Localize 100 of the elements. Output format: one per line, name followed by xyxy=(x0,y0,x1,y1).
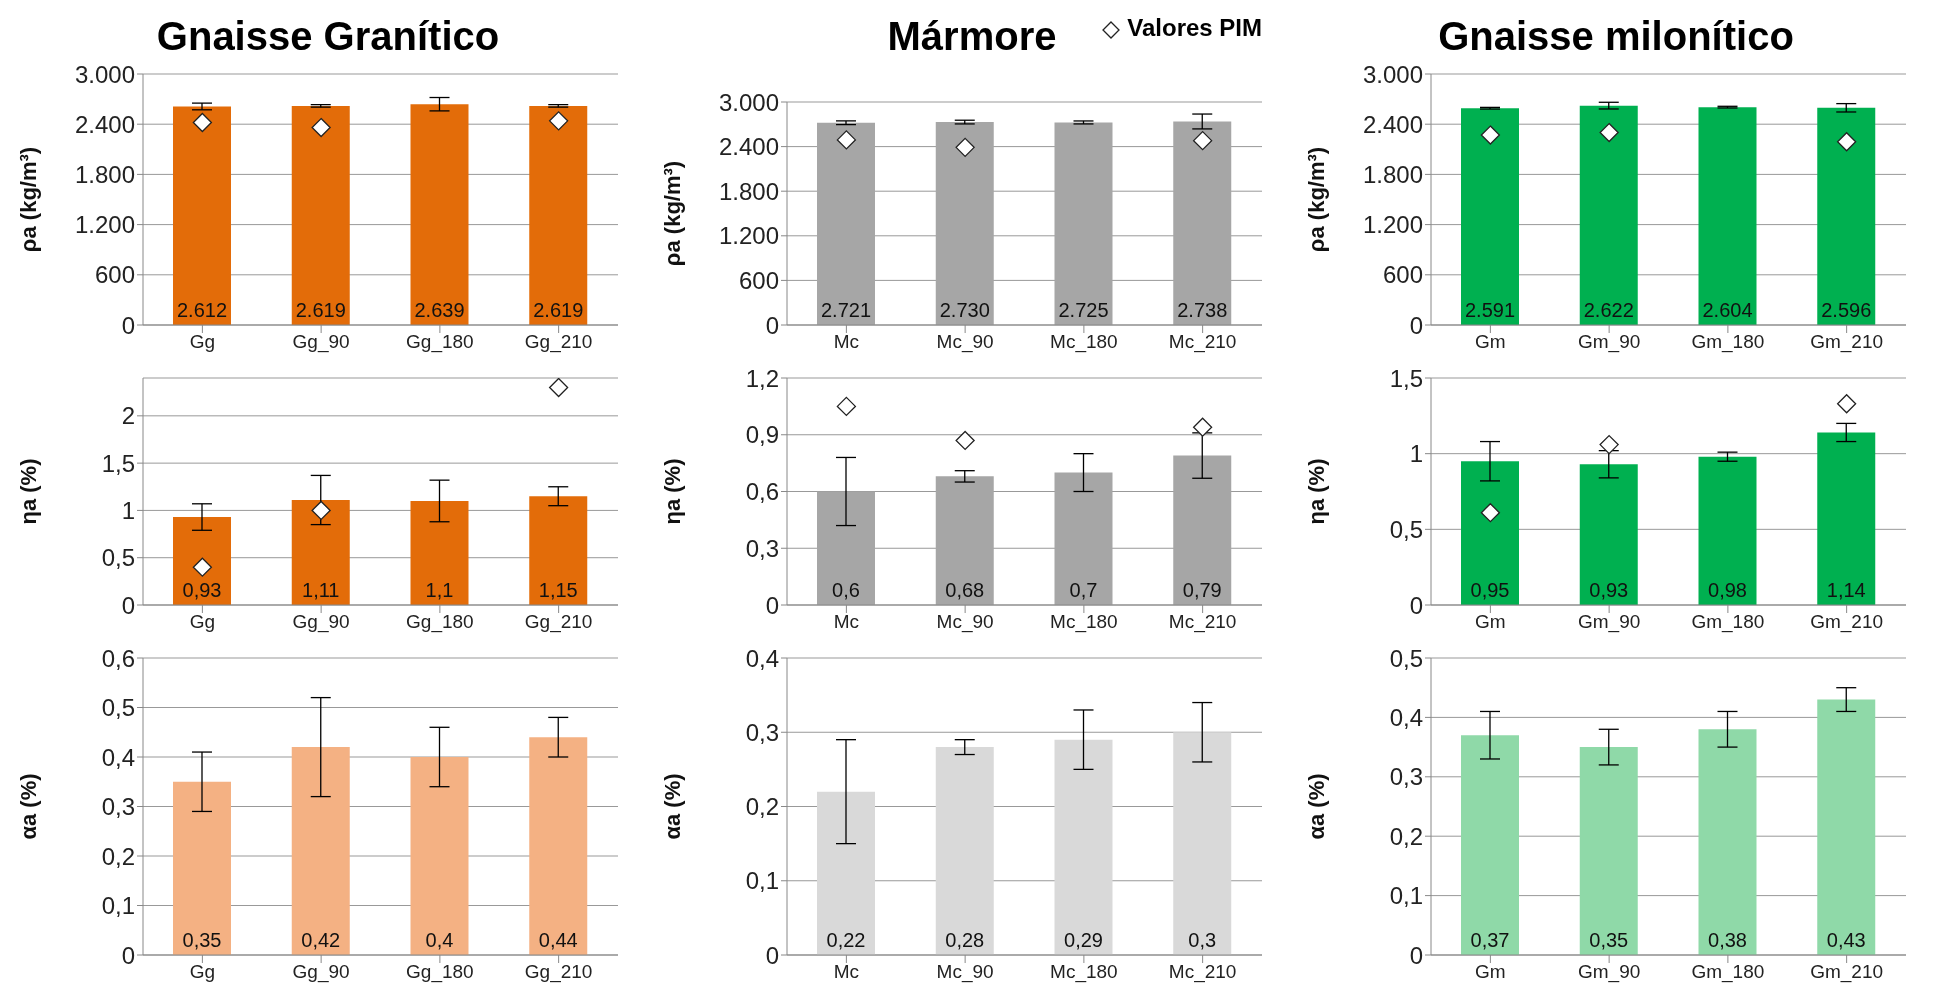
data-label: 0,7 xyxy=(1069,579,1098,601)
bar xyxy=(935,476,994,605)
bar xyxy=(410,757,469,955)
x-tick-label: Mc_180 xyxy=(1050,611,1118,634)
bar xyxy=(529,737,588,955)
y-tick-label: 600 xyxy=(1382,261,1423,289)
x-tick-label: Gm_90 xyxy=(1577,611,1641,634)
y-tick-label: 2.400 xyxy=(718,133,779,161)
y-tick-label: 0,3 xyxy=(1389,763,1423,791)
y-axis-title: αa (%) xyxy=(659,773,685,840)
y-tick-label: 2.400 xyxy=(1362,110,1423,138)
x-tick-label: Gg_210 xyxy=(524,331,593,354)
y-tick-label: 0,3 xyxy=(745,534,779,562)
bar xyxy=(1173,455,1232,605)
y-tick-label: 0,1 xyxy=(101,892,135,920)
y-tick-label: 3.000 xyxy=(74,60,135,88)
y-tick-label: 0,6 xyxy=(745,478,779,506)
y-tick-label: 0 xyxy=(1409,311,1423,339)
x-tick-label: Mc_180 xyxy=(1050,961,1118,984)
data-label: 0,35 xyxy=(182,929,222,951)
y-tick-label: 0 xyxy=(1409,941,1423,969)
x-tick-label: Gg_90 xyxy=(292,611,350,634)
x-tick-label: Gg_180 xyxy=(406,611,474,634)
data-label: 0,44 xyxy=(538,929,578,951)
data-label: 0,28 xyxy=(945,929,985,951)
chart-title: Gnaisse milonítico xyxy=(1438,14,1794,58)
point xyxy=(1480,503,1501,523)
data-label: 1,11 xyxy=(302,579,340,601)
x-tick-label: Mc_90 xyxy=(936,611,994,634)
y-tick-label: 1.800 xyxy=(718,177,779,205)
bar xyxy=(1579,464,1638,605)
point xyxy=(311,500,331,521)
data-label: 2.725 xyxy=(1058,299,1109,321)
x-tick-label: Gm xyxy=(1475,961,1506,983)
bar xyxy=(1461,461,1519,605)
data-label: 2.721 xyxy=(820,299,872,321)
data-label: 0,43 xyxy=(1826,929,1866,951)
data-label: 0,42 xyxy=(301,929,341,951)
bar xyxy=(410,500,469,605)
bar xyxy=(1054,472,1113,605)
x-tick-label: Gg_90 xyxy=(292,331,350,354)
data-label: 0,93 xyxy=(1589,579,1629,601)
data-label: 0,35 xyxy=(1589,929,1629,951)
bar xyxy=(935,747,994,955)
y-tick-label: 0 xyxy=(765,311,779,339)
bar xyxy=(1173,732,1232,955)
data-label: 1,15 xyxy=(538,579,578,601)
x-tick-label: Mc_90 xyxy=(936,961,994,984)
chart-title: Gnaisse Granítico xyxy=(156,14,500,58)
bar xyxy=(291,747,350,955)
y-tick-label: 0 xyxy=(121,311,135,339)
x-tick-label: Gm xyxy=(1475,331,1506,353)
data-label: 0,22 xyxy=(826,929,866,951)
y-tick-label: 0,2 xyxy=(101,842,135,870)
y-tick-label: 0 xyxy=(121,591,135,619)
x-tick-label: Gm_210 xyxy=(1810,331,1884,354)
y-axis-title: ρa (kg/m³) xyxy=(15,146,41,253)
x-tick-label: Gg_90 xyxy=(292,961,350,984)
y-axis-title: ρa (kg/m³) xyxy=(1303,146,1329,253)
data-label: 2.622 xyxy=(1583,299,1634,321)
y-tick-label: 0,9 xyxy=(745,421,779,449)
y-tick-label: 1.200 xyxy=(1362,211,1423,239)
chart-title: Mármore xyxy=(887,14,1057,58)
y-tick-label: 0,5 xyxy=(101,694,135,722)
x-tick-label: Gm_90 xyxy=(1577,331,1641,354)
x-tick-label: Gm_210 xyxy=(1810,961,1884,984)
bar xyxy=(1817,432,1876,605)
point xyxy=(548,111,569,131)
data-label: 0,68 xyxy=(945,579,985,601)
bar xyxy=(529,496,588,605)
y-tick-label: 1 xyxy=(121,496,135,524)
data-label: 1,14 xyxy=(1826,579,1866,601)
bar xyxy=(173,781,231,955)
y-tick-label: 1.200 xyxy=(718,222,779,250)
y-tick-label: 2.400 xyxy=(74,110,135,138)
x-tick-label: Gg_180 xyxy=(406,961,474,984)
bar xyxy=(817,791,875,955)
y-tick-label: 1,5 xyxy=(101,449,135,477)
data-label: 0,37 xyxy=(1470,929,1510,951)
x-tick-label: Mc_210 xyxy=(1168,611,1237,634)
data-label: 0,98 xyxy=(1708,579,1747,601)
point xyxy=(192,557,213,577)
data-label: 0,38 xyxy=(1708,929,1747,951)
y-tick-label: 600 xyxy=(738,266,779,294)
y-tick-label: 0,5 xyxy=(1389,515,1423,543)
y-tick-label: 1 xyxy=(1409,440,1423,468)
x-tick-label: Gm_210 xyxy=(1810,611,1884,634)
x-tick-label: Gg_210 xyxy=(524,611,593,634)
data-label: 1,1 xyxy=(425,579,454,601)
y-tick-label: 0,5 xyxy=(101,544,135,572)
y-tick-label: 600 xyxy=(94,261,135,289)
data-label: 0,95 xyxy=(1470,579,1510,601)
bar xyxy=(817,491,875,605)
data-label: 2.738 xyxy=(1177,299,1228,321)
data-label: 2.619 xyxy=(533,299,584,321)
data-label: 2.639 xyxy=(414,299,465,321)
y-tick-label: 0,4 xyxy=(745,644,779,672)
data-label: 2.612 xyxy=(176,299,228,321)
x-tick-label: Gg_210 xyxy=(524,961,593,984)
y-tick-label: 0,6 xyxy=(101,644,135,672)
